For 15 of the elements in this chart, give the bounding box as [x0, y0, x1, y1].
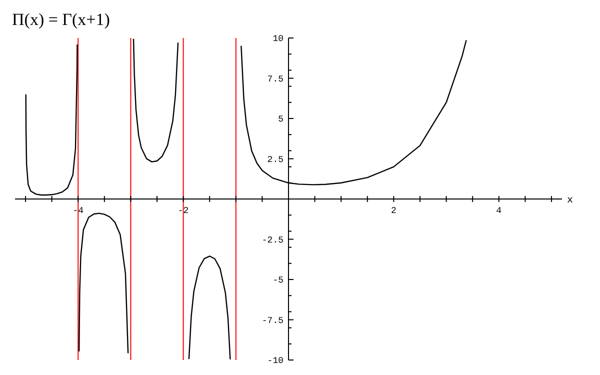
y-tick-label: 2.5 — [267, 154, 284, 165]
x-tick-label: 2 — [390, 206, 396, 216]
y-tick-label: -5 — [272, 276, 284, 286]
y-tick-label: -10 — [267, 356, 284, 366]
y-tick-label: 7.5 — [267, 74, 284, 84]
line-series — [132, 38, 179, 162]
line-series — [188, 256, 231, 360]
line-series — [78, 212, 129, 354]
x-axis-title: x — [567, 196, 574, 207]
y-tick-label: 10 — [272, 34, 284, 44]
y-tick-label: 5 — [278, 114, 284, 124]
y-tick-label: -7.5 — [262, 316, 284, 326]
chart-title: Π(x) = Γ(x+1) — [12, 10, 110, 30]
x-tick-label: 4 — [496, 206, 502, 216]
y-tick-label: -2.5 — [262, 235, 284, 246]
